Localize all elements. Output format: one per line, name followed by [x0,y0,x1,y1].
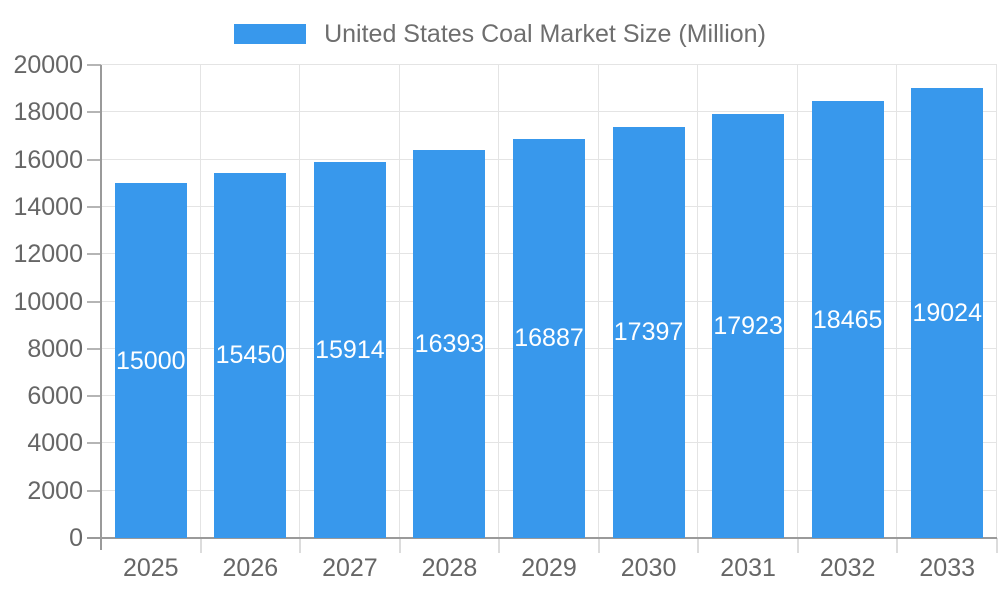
gridline-x-1 [199,65,201,538]
gridline-x-8 [896,65,898,538]
bar-2030 [612,126,685,538]
x-tick-3 [398,538,401,553]
y-axis-label-12000: 12000 [13,240,83,269]
y-tick-12000 [87,253,101,256]
gridline-x-4 [498,65,500,538]
x-axis-label-2027: 2027 [322,554,378,582]
x-axis-label-2026: 2026 [222,554,279,582]
bar-2026 [214,172,287,538]
bar-value-2029: 16887 [514,324,584,353]
legend-title: United States Coal Market Size (Million) [324,19,766,48]
y-tick-16000 [87,158,101,161]
x-tick-5 [597,538,600,553]
y-axis-label-0: 0 [69,524,83,552]
x-tick-1 [199,538,202,553]
y-axis-label-8000: 8000 [27,334,83,363]
gridline-x-6 [697,65,699,538]
legend-swatch [234,24,307,44]
bar-value-2031: 17923 [713,312,783,341]
y-axis-label-10000: 10000 [13,287,83,316]
bar-2031 [712,114,785,538]
bar-2027 [313,161,386,538]
x-tick-2 [299,538,302,553]
gridline-y-18000 [101,111,997,113]
x-axis-label-2031: 2031 [720,554,776,582]
y-tick-20000 [87,64,101,66]
bar-2029 [513,138,585,538]
y-tick-18000 [87,111,101,114]
bar-value-2028: 16393 [414,330,485,359]
y-tick-10000 [87,300,101,303]
x-axis-label-2033: 2033 [919,554,976,582]
x-tick-7 [796,538,799,553]
x-tick-8 [896,538,899,553]
bar-value-2032: 18465 [812,305,883,334]
gridline-y-20000 [101,64,997,65]
gridline-x-9 [996,65,997,538]
gridline-x-7 [796,65,798,538]
x-axis-line [87,537,997,539]
x-axis-label-2029: 2029 [521,554,577,582]
x-axis-label-2030: 2030 [620,554,677,582]
x-axis-label-2032: 2032 [819,554,876,582]
bar-2025 [114,183,187,538]
bar-value-2025: 15000 [116,346,186,375]
y-axis-label-6000: 6000 [27,382,83,411]
bar-value-2026: 15450 [215,341,286,370]
x-axis-label-2025: 2025 [122,554,179,582]
y-tick-8000 [87,347,101,350]
bar-2028 [413,150,486,538]
gridline-x-5 [597,65,599,538]
y-axis-label-2000: 2000 [27,476,83,505]
y-tick-4000 [87,442,101,445]
gridline-x-2 [299,65,301,538]
gridline-x-3 [398,65,400,538]
bar-value-2033: 19024 [912,299,982,328]
y-axis-label-18000: 18000 [13,98,83,127]
y-axis-line [100,65,102,550]
y-axis-label-14000: 14000 [13,192,83,221]
x-tick-9 [996,538,998,553]
y-tick-6000 [87,395,101,398]
y-axis-label-20000: 20000 [13,51,83,79]
y-tick-2000 [87,489,101,492]
bar-value-2027: 15914 [315,335,385,364]
bar-2033 [911,88,984,538]
chart-legend: United States Coal Market Size (Million) [0,17,1000,51]
y-axis-label-16000: 16000 [13,145,83,174]
x-tick-6 [697,538,700,553]
y-axis-label-4000: 4000 [27,429,83,458]
y-tick-14000 [87,205,101,208]
x-tick-4 [498,538,501,553]
bar-2032 [811,101,884,538]
bar-value-2030: 17397 [613,318,684,347]
x-axis-label-2028: 2028 [421,554,478,582]
